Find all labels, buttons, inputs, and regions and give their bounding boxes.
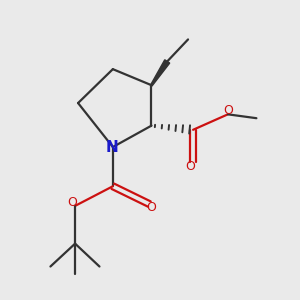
Text: O: O <box>223 104 233 117</box>
Text: O: O <box>185 160 195 173</box>
Text: O: O <box>146 202 156 214</box>
Text: O: O <box>67 196 77 209</box>
Text: N: N <box>105 140 118 155</box>
Polygon shape <box>151 60 170 86</box>
